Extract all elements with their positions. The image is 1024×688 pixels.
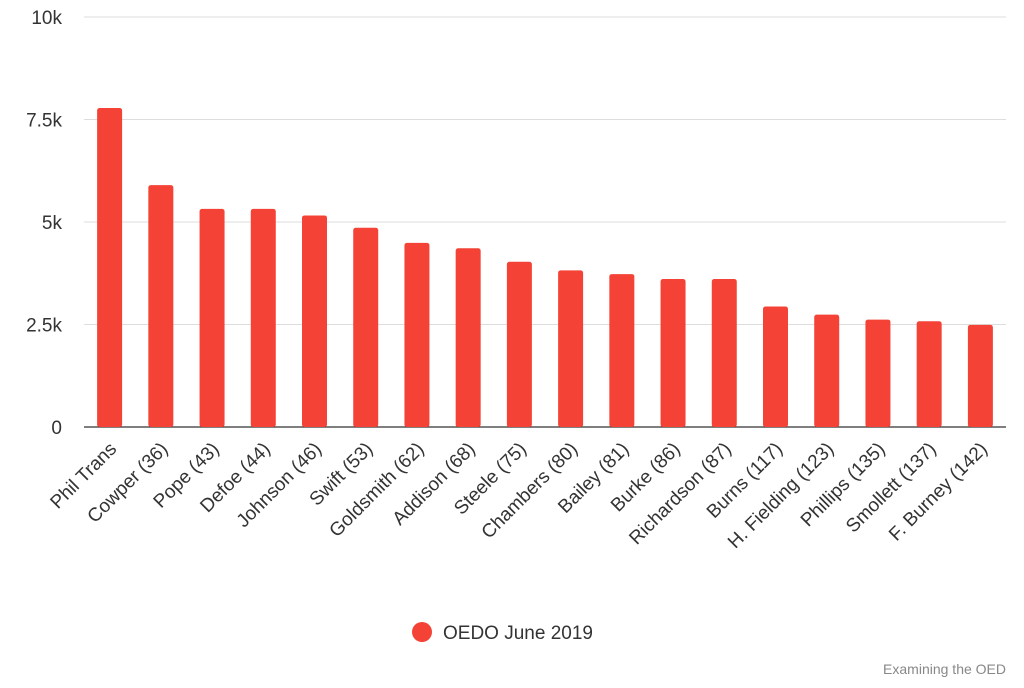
bar[interactable]: [865, 319, 891, 427]
y-tick-label: 5k: [42, 213, 63, 234]
legend-label[interactable]: OEDO June 2019: [443, 623, 593, 644]
bar[interactable]: [455, 248, 481, 427]
bars: [97, 108, 993, 428]
y-tick-label: 7.5k: [26, 111, 62, 132]
bar[interactable]: [404, 242, 430, 427]
y-axis: 0 2.5k 5k 7.5k 10k: [26, 8, 62, 439]
bar[interactable]: [763, 306, 788, 427]
bar[interactable]: [353, 227, 379, 427]
y-tick-label: 2.5k: [26, 316, 62, 337]
bar[interactable]: [506, 261, 532, 427]
legend[interactable]: OEDO June 2019: [412, 622, 593, 644]
gridlines: [84, 16, 1006, 428]
bar[interactable]: [199, 208, 225, 427]
bar[interactable]: [711, 278, 737, 427]
bar[interactable]: [967, 324, 993, 427]
bar[interactable]: [916, 321, 942, 427]
bar[interactable]: [97, 108, 123, 428]
bar[interactable]: [609, 274, 635, 427]
x-tick-label: Smollett (137): [842, 439, 940, 537]
y-tick-label: 0: [51, 418, 62, 439]
bar[interactable]: [302, 215, 327, 427]
legend-swatch[interactable]: [412, 622, 432, 642]
credit-text: Examining the OED: [883, 661, 1006, 677]
bar[interactable]: [558, 270, 584, 427]
bar[interactable]: [660, 278, 686, 427]
bar[interactable]: [148, 185, 174, 427]
y-tick-label: 10k: [31, 8, 62, 29]
bar[interactable]: [250, 208, 276, 427]
bar[interactable]: [814, 314, 840, 427]
